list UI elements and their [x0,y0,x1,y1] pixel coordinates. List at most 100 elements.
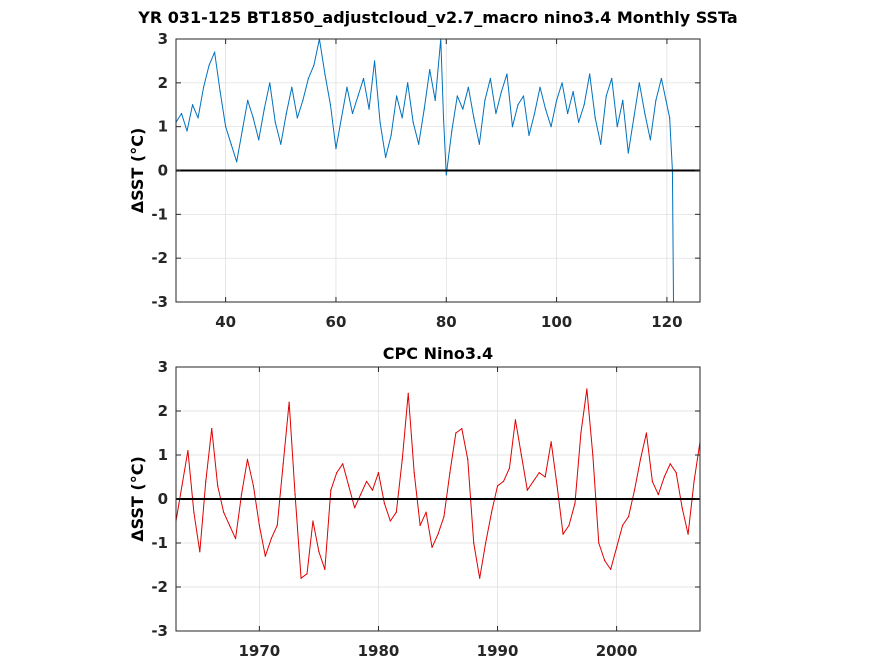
chart-1-data-point [651,480,653,482]
chart-0-data-point [307,77,309,80]
chart-0-y-tick-label: 1 [158,118,168,136]
chart-1-data-point [598,542,600,544]
chart-1-data-point [223,511,225,513]
chart-1-data-point [496,485,499,487]
chart-1-data-point [479,577,481,579]
chart-0-data-point [442,117,445,119]
chart-1-data-point [187,450,189,452]
bottom-chart-panel: 1970 1980 1990 2000 -3 -2 -1 0 1 2 3 CPC Nino3.4 ΔSS… [128,344,701,656]
chart-1-data-point [425,511,427,513]
chart-1-data-point [342,463,344,465]
chart-1-data-point [449,472,451,474]
chart-0-data-point [622,99,624,101]
chart-1-data-point [312,520,314,522]
chart-1-data-point [431,546,433,549]
chart-0-data-point [649,139,651,141]
chart-0-data-point [324,73,326,75]
chart-0-data-point [572,91,574,93]
chart-1-data-point [455,432,457,434]
chart-1-data-point [205,480,207,482]
chart-1-y-tick-label: -3 [151,622,168,640]
chart-0-data-point [484,99,486,101]
chart-0-data-point [583,104,585,106]
chart-1-data-point [336,472,338,474]
chart-1-data-point [520,454,522,456]
chart-0-data-point [379,121,381,123]
chart-0-data-point [423,108,425,110]
chart-0-data-point [202,86,205,88]
chart-0-data-point [247,99,249,101]
chart-1-data-point [288,401,290,403]
chart-1-data-point [181,485,183,487]
chart-0-data-point [280,143,282,145]
chart-1-data-point [604,560,606,562]
chart-1-x-tick-label: 1980 [358,642,400,656]
chart-0-data-point [197,117,199,119]
chart-0-data-point [269,82,271,84]
chart-0-data-point [263,108,265,110]
chart-0-y-tick-label: 2 [158,74,168,92]
chart-0-data-point [373,60,376,62]
chart-0-data-point [401,117,403,119]
chart-1-data-point [282,463,284,465]
chart-1-data-point [639,458,642,460]
chart-0-data-point [660,77,662,80]
chart-0-y-tick-label: 0 [158,162,168,180]
chart-0-data-point [236,161,238,163]
chart-0-data-point [214,51,216,53]
chart-1-data-point [306,573,308,575]
chart-0-data-point [407,82,409,84]
chart-0-data-point [225,126,227,128]
chart-1-data-point [645,432,648,434]
chart-0-data-point [357,95,359,97]
chart-1-data-point [234,538,237,540]
chart-0-y-tick-label: 3 [158,30,168,48]
chart-1-data-point [663,476,665,478]
chart-1-y-tick-label: -1 [151,534,168,552]
chart-1-data-point [574,502,576,504]
chart-0-data-point [616,126,618,128]
chart-0-data-point [241,130,243,132]
chart-0-data-point [219,91,221,93]
chart-0-data-point [252,117,254,119]
chart-1-data-point [383,502,386,504]
chart-1-data-point [657,494,659,496]
chart-0-data-point [539,86,541,88]
top-chart-panel: 40 60 80 100 120 -3 -2 -1 0 1 2 3 YR 031-125 BT1850_… [128,8,738,331]
chart-1-data-point [389,520,391,522]
chart-1-series-line-0 [175,388,701,579]
chart-1-data-point [592,454,594,456]
chart-1-data-point [217,485,219,487]
chart-1-data-point [240,494,243,496]
chart-0-data-point [390,134,392,137]
chart-0-x-tick-label: 40 [215,313,236,331]
chart-0-y-tick-label: -1 [151,205,168,223]
chart-1-data-point [616,546,618,549]
chart-1-data-point [544,476,546,478]
chart-1-data-point [514,419,517,421]
chart-0-data-point [655,99,657,101]
chart-1-data-point [407,392,409,394]
chart-1-data-point [228,524,231,527]
chart-1-data-point [413,472,415,474]
chart-1-data-point [437,533,439,535]
chart-0-data-point [600,143,602,145]
chart-0-data-point [451,130,453,132]
chart-1-data-point [377,472,380,474]
chart-0-data-point [351,112,354,115]
chart-1-data-point [443,516,445,518]
chart-0-data-point [489,77,491,80]
chart-0-data-point [291,86,293,88]
chart-0-data-point [368,108,370,110]
chart-1-data-point [467,458,469,460]
chart-0-data-point [644,112,646,115]
chart-1-data-point [490,511,493,513]
chart-0-data-point [589,73,591,75]
chart-0-data-point [500,91,503,93]
chart-1-data-point [419,524,421,527]
chart-0-data-point [511,126,514,128]
chart-1-x-tick-label: 1970 [238,642,280,656]
chart-0-data-point [418,143,420,145]
chart-1-data-point [580,432,582,434]
chart-0-data-point [208,64,210,66]
